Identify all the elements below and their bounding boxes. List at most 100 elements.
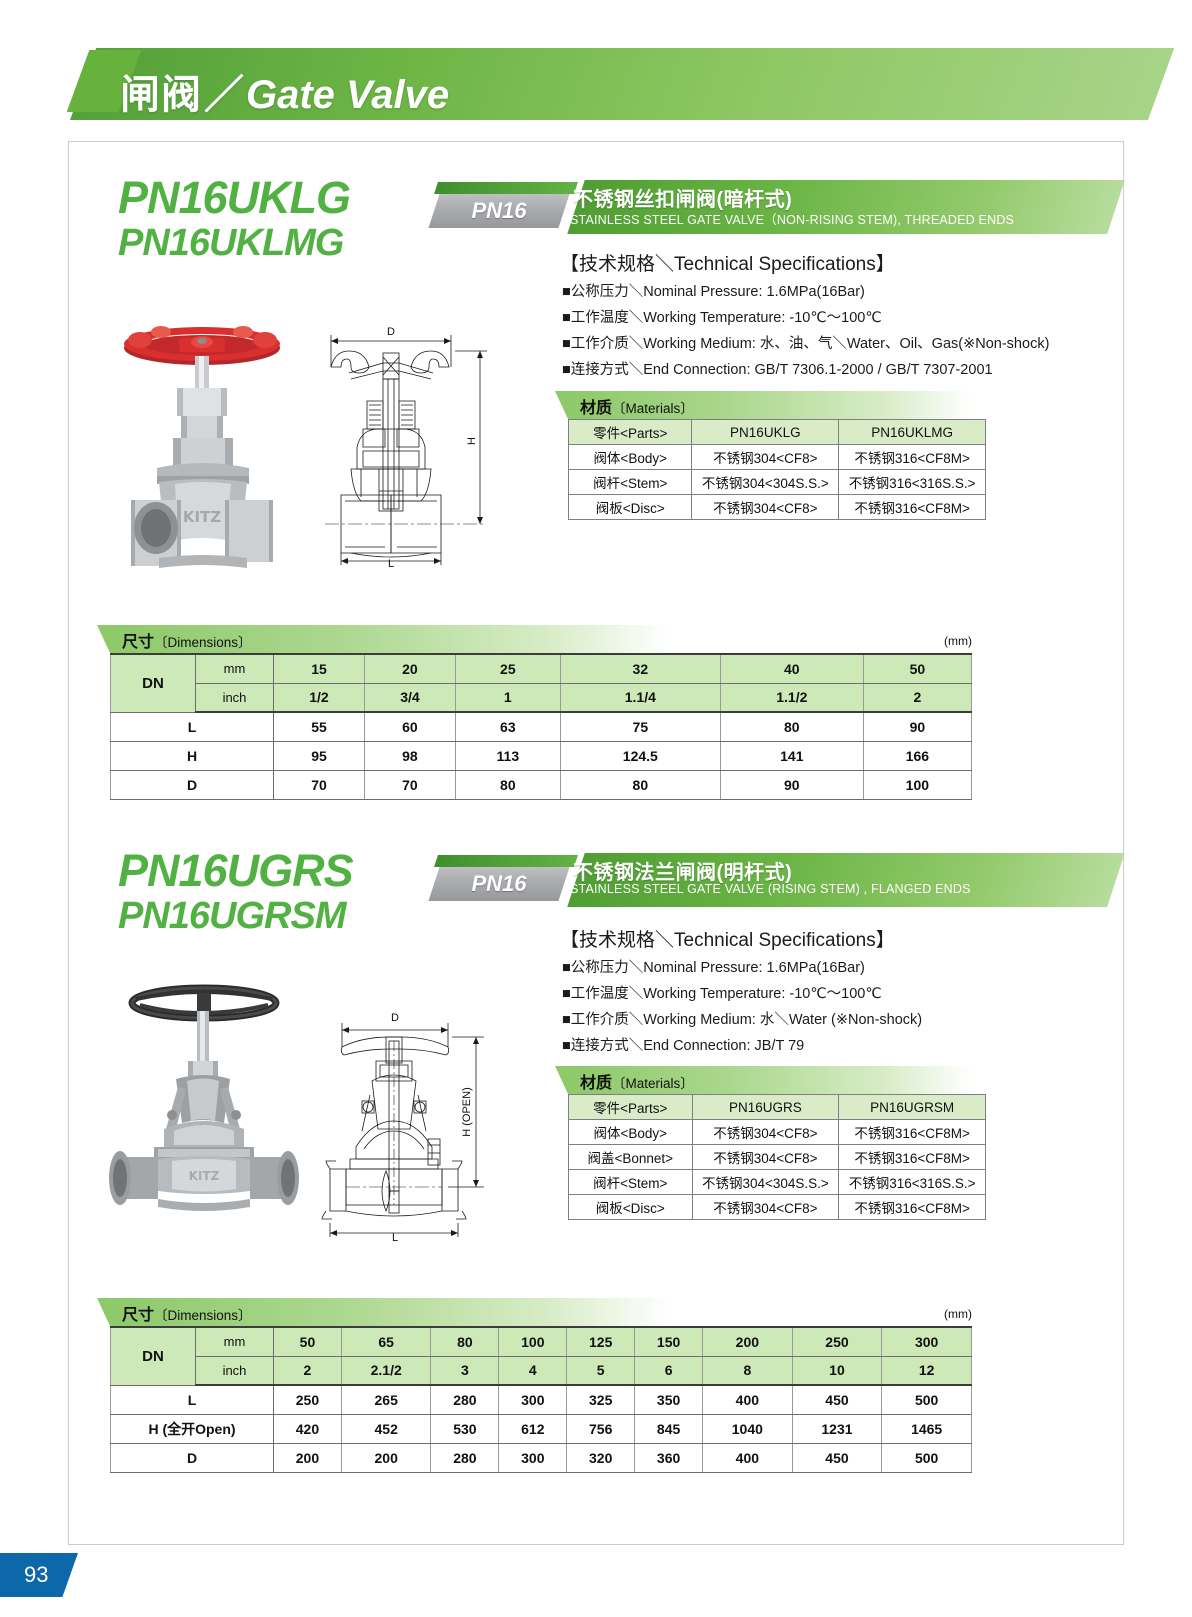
- product-1-dimensions-wrap: (mm) DN mm 15 20 25 32 40 50 inch 1/2 3/…: [110, 634, 973, 800]
- dn-inch-cell: 4: [498, 1355, 568, 1386]
- product-1-spec-title: 【技术规格＼Technical Specifications】: [560, 254, 895, 275]
- dn-inch-cell: 3: [430, 1355, 500, 1386]
- product-2-spec-0: ■公称压力＼Nominal Pressure: 1.6MPa(16Bar): [562, 960, 865, 976]
- dim-cell: 350: [634, 1384, 704, 1415]
- materials-cell: 不锈钢316<CF8M>: [838, 1194, 986, 1220]
- dim-cell: 320: [566, 1442, 636, 1473]
- product-2-dimensions-unit: (mm): [944, 1307, 972, 1321]
- dim-cell: 60: [363, 711, 456, 742]
- dim-cell: 200: [340, 1442, 432, 1473]
- materials-cell: 不锈钢304<CF8>: [691, 1194, 840, 1220]
- materials-header-2: PN16UGRSM: [838, 1094, 986, 1120]
- table-row: inch 2 2.1/2 3 4 5 6 8 10 12: [111, 1355, 972, 1386]
- drawing-1-label-l: L: [388, 558, 394, 567]
- materials-cell: 不锈钢304<CF8>: [691, 444, 840, 470]
- materials-header-0: 零件<Parts>: [568, 1094, 693, 1120]
- materials-cell: 不锈钢316<CF8M>: [838, 1144, 986, 1170]
- product-1-materials-label-en: 〔Materials〕: [612, 401, 694, 416]
- dim-cell: 200: [273, 1442, 342, 1473]
- product-2-spec-2: ■工作介质＼Working Medium: 水＼Water (※Non-shoc…: [562, 1012, 923, 1028]
- page-number: 93: [0, 1553, 78, 1597]
- table-row: 阀杆<Stem> 不锈钢304<304S.S.> 不锈钢316<316S.S.>: [568, 1169, 986, 1195]
- product-1-dimensions-table: DN mm 15 20 25 32 40 50 inch 1/2 3/4 1 1…: [110, 653, 973, 800]
- product-2-code2: PN16UGRSM: [118, 895, 346, 937]
- dim-cell: 360: [634, 1442, 704, 1473]
- product-1-spec-3: ■连接方式＼End Connection: GB/T 7306.1-2000 /…: [562, 362, 993, 378]
- dn-mm-cell: 20: [363, 653, 456, 684]
- product-2-dimensions-label: 尺寸〔Dimensions〕: [97, 1298, 670, 1326]
- dim-cell: 250: [273, 1384, 342, 1415]
- dim-cell: 845: [634, 1413, 704, 1444]
- product-1-badge-bar: [434, 182, 578, 194]
- dim-cell: 530: [430, 1413, 500, 1444]
- table-header-row: 零件<Parts> PN16UGRS PN16UGRSM: [568, 1094, 986, 1120]
- materials-cell: 阀杆<Stem>: [567, 469, 693, 495]
- dn-mm-cell: 200: [702, 1326, 793, 1357]
- product-1-materials-label-cn: 材质: [580, 400, 613, 417]
- dn-mm-cell: 150: [634, 1326, 704, 1357]
- materials-header-1: PN16UKLG: [691, 419, 840, 445]
- dim-row-label: H: [110, 740, 274, 771]
- product-1-photo: KITZ: [95, 300, 310, 570]
- dn-label: DN: [110, 1326, 196, 1386]
- dim-cell: 113: [454, 740, 561, 771]
- svg-text:KITZ: KITZ: [189, 1169, 220, 1183]
- materials-header-1: PN16UGRS: [691, 1094, 840, 1120]
- table-row: 阀体<Body> 不锈钢304<CF8> 不锈钢316<CF8M>: [567, 444, 986, 470]
- table-row: 阀板<Disc> 不锈钢304<CF8> 不锈钢316<CF8M>: [567, 494, 986, 520]
- dim-cell: 90: [719, 769, 864, 800]
- dim-cell: 400: [702, 1384, 793, 1415]
- dn-mm-cell: 65: [340, 1326, 432, 1357]
- materials-cell: 阀板<Disc>: [567, 494, 693, 520]
- dim-cell: 1040: [702, 1413, 793, 1444]
- materials-header-2: PN16UKLMG: [838, 419, 986, 445]
- dn-inch-cell: 1: [454, 682, 561, 713]
- materials-cell: 阀杆<Stem>: [568, 1169, 693, 1195]
- materials-cell: 不锈钢316<316S.S.>: [838, 469, 986, 495]
- dn-mm-cell: 125: [566, 1326, 636, 1357]
- dim-cell: 452: [340, 1413, 432, 1444]
- dim-cell: 500: [881, 1384, 972, 1415]
- product-1-dimensions-label-cn: 尺寸: [122, 634, 155, 651]
- product-2-materials-label: 材质〔Materials〕: [555, 1066, 972, 1094]
- dim-cell: 612: [498, 1413, 568, 1444]
- dn-inch-cell: 6: [634, 1355, 704, 1386]
- page-title: 闸阀／Gate Valve: [120, 62, 449, 120]
- product-1-dimensions-label: 尺寸〔Dimensions〕: [97, 625, 670, 653]
- product-1-pn-badge: PN16: [428, 194, 570, 228]
- product-2-dimensions-label-cn: 尺寸: [122, 1307, 155, 1324]
- dim-cell: 100: [862, 769, 973, 800]
- dim-row-label: D: [110, 1442, 274, 1473]
- dim-cell: 63: [454, 711, 561, 742]
- svg-text:KITZ: KITZ: [183, 508, 221, 526]
- product-1-dimensions-unit: (mm): [944, 634, 972, 648]
- dn-mm-cell: 32: [559, 653, 721, 684]
- dn-label: DN: [110, 653, 196, 713]
- drawing-2-label-h: H (OPEN): [461, 1087, 473, 1137]
- table-row: H 95 98 113 124.5 141 166: [110, 740, 973, 771]
- dim-cell: 80: [719, 711, 864, 742]
- drawing-2-label-d: D: [391, 1012, 399, 1024]
- product-1-desc-cn: 不锈钢丝扣闸阀(暗杆式): [573, 189, 793, 211]
- product-2-photo: KITZ: [92, 975, 317, 1240]
- dn-inch-cell: 1.1/2: [719, 682, 864, 713]
- dim-cell: 90: [862, 711, 973, 742]
- table-row: 阀盖<Bonnet> 不锈钢304<CF8> 不锈钢316<CF8M>: [568, 1144, 986, 1170]
- table-row: L 55 60 63 75 80 90: [110, 711, 973, 742]
- dim-cell: 756: [566, 1413, 636, 1444]
- dn-inch-cell: 2: [273, 1355, 342, 1386]
- dim-cell: 75: [559, 711, 721, 742]
- table-row: 阀板<Disc> 不锈钢304<CF8> 不锈钢316<CF8M>: [568, 1194, 986, 1220]
- product-1-desc-en: STAINLESS STEEL GATE VALVE（NON-RISING ST…: [570, 213, 1015, 227]
- page-title-separator: ／: [204, 73, 244, 117]
- unit-mm-label: mm: [195, 653, 274, 684]
- materials-cell: 不锈钢316<316S.S.>: [838, 1169, 986, 1195]
- materials-cell: 不锈钢316<CF8M>: [838, 494, 986, 520]
- materials-cell: 不锈钢304<304S.S.>: [691, 469, 840, 495]
- materials-cell: 阀板<Disc>: [568, 1194, 693, 1220]
- dim-cell: 280: [430, 1384, 500, 1415]
- dim-cell: 300: [498, 1442, 568, 1473]
- dim-row-label: L: [110, 1384, 274, 1415]
- dn-inch-cell: 12: [881, 1355, 972, 1386]
